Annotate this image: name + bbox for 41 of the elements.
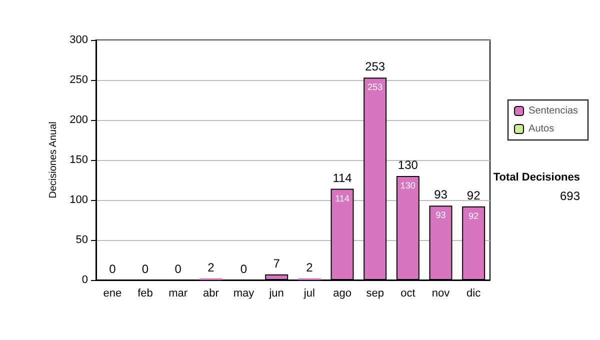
legend-label: Sentencias — [528, 106, 578, 116]
x-tick-label: ene — [103, 288, 122, 300]
data-label: 93 — [436, 210, 446, 220]
total-label: 130 — [398, 158, 418, 172]
data-label: 92 — [468, 210, 479, 221]
y-tick-label: 100 — [70, 194, 88, 206]
data-label: 114 — [335, 193, 350, 204]
x-tick-label: oct — [400, 288, 416, 300]
total-label: 92 — [466, 188, 481, 202]
y-axis-title: Decisiones Anual — [48, 122, 60, 198]
x-tick-label: feb — [138, 288, 153, 300]
y-tick-label: 300 — [70, 34, 88, 46]
x-tick-label: nov — [432, 288, 450, 300]
total-label: 0 — [174, 262, 182, 276]
y-tick-label: 0 — [82, 274, 88, 286]
x-tick-label: may — [233, 288, 255, 300]
y-tick-label: 150 — [70, 154, 88, 166]
total-label: 114 — [332, 170, 352, 185]
total-label: 2 — [306, 260, 314, 274]
total-label: 0 — [142, 262, 149, 276]
x-tick-label: abr — [202, 288, 220, 300]
text: Total Decisiones — [493, 172, 580, 184]
x-tick-label: ago — [333, 288, 352, 300]
y-tick-label: 200 — [70, 114, 88, 126]
x-tick-label: sep — [366, 288, 384, 300]
total-label: 2 — [208, 260, 215, 274]
text: 693 — [560, 189, 580, 203]
data-label: 130 — [400, 180, 416, 190]
data-label: 253 — [368, 82, 383, 92]
legend-label: Autos — [528, 124, 554, 134]
x-tick-label: jul — [302, 288, 315, 300]
x-tick-label: dic — [466, 288, 482, 300]
y-tick-label: 250 — [70, 74, 88, 86]
total-label: 0 — [240, 262, 248, 276]
total-label: 253 — [365, 60, 386, 74]
x-tick-label: mar — [168, 288, 188, 300]
total-label: 7 — [273, 256, 280, 270]
y-tick-label: 50 — [76, 234, 88, 246]
x-tick-label: jun — [268, 288, 284, 300]
total-label: 0 — [109, 262, 116, 276]
total-label: 93 — [434, 188, 448, 202]
